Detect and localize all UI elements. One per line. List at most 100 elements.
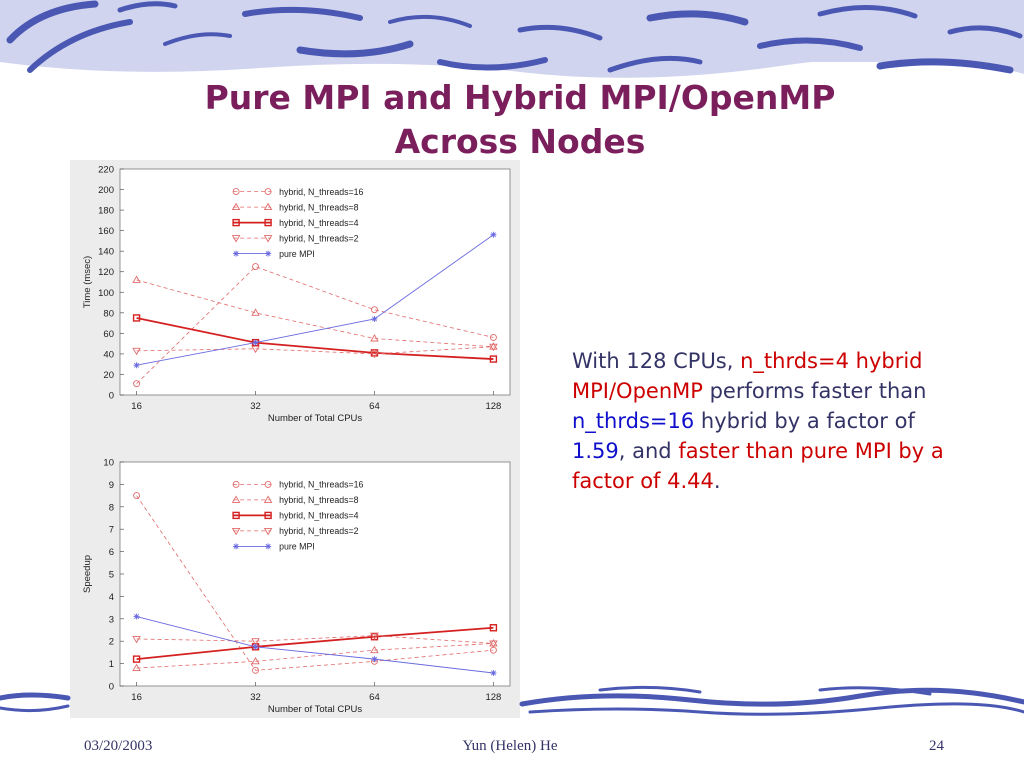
speedup-chart-series-5-point bbox=[133, 613, 140, 620]
speedup-chart-y-axis-label: Speedup bbox=[82, 555, 93, 593]
title-line-2: Across Nodes bbox=[394, 122, 646, 161]
speedup-chart-legend-marker bbox=[265, 543, 272, 550]
speedup-chart-plot-area bbox=[119, 461, 511, 687]
speedup-chart-legend-label: hybrid, N_threads=8 bbox=[279, 495, 359, 505]
summary-part-9: . bbox=[713, 469, 721, 493]
speedup-chart-series-4-line bbox=[136, 635, 494, 644]
speedup-chart-series-5-line bbox=[136, 616, 494, 674]
time-chart-legend-marker bbox=[231, 235, 241, 243]
speedup-chart-legend-marker bbox=[232, 480, 240, 488]
speedup-chart-series-4-point bbox=[132, 636, 141, 644]
time-chart-series-5-line bbox=[136, 234, 494, 366]
speedup-chart-y-tick-label: 0 bbox=[109, 682, 114, 693]
speedup-chart-x-tick-label: 64 bbox=[369, 692, 380, 703]
speedup-chart-legend-label: pure MPI bbox=[279, 542, 315, 552]
footer-date: 03/20/2003 bbox=[84, 738, 153, 754]
time-chart-series-1-point bbox=[371, 306, 378, 314]
speedup-chart-series-2-point bbox=[370, 645, 379, 654]
time-chart-legend-label: hybrid, N_threads=16 bbox=[279, 187, 363, 197]
speedup-chart-legend-marker bbox=[231, 495, 241, 503]
time-chart-y-tick-label: 120 bbox=[98, 267, 114, 278]
time-chart-legend-marker bbox=[233, 250, 240, 257]
time-chart-legend-marker bbox=[264, 188, 272, 196]
time-chart-series-2-line bbox=[136, 279, 494, 348]
time-chart-series-4-point bbox=[489, 343, 498, 352]
time-chart-legend-marker bbox=[232, 218, 240, 227]
time-chart-x-tick-label: 64 bbox=[369, 401, 380, 412]
time-chart-series-5-point bbox=[371, 315, 378, 322]
speedup-chart-y-tick-label: 3 bbox=[109, 614, 114, 625]
speedup-chart-series-2-point bbox=[132, 663, 141, 672]
time-chart-legend-marker bbox=[232, 188, 240, 196]
speedup-chart-x-tick-label: 16 bbox=[131, 692, 142, 703]
speedup-chart-series-1-point bbox=[252, 666, 259, 674]
speedup-chart-y-tick-label: 4 bbox=[109, 592, 114, 603]
time-chart-y-tick-label: 200 bbox=[98, 185, 114, 196]
time-chart-y-tick-label: 140 bbox=[98, 247, 114, 258]
speedup-chart-y-tick-label: 9 bbox=[109, 480, 114, 491]
time-chart-x-tick-label: 32 bbox=[250, 401, 261, 412]
time-chart-legend-marker bbox=[265, 250, 272, 257]
time-chart-legend-label: hybrid, N_threads=8 bbox=[279, 202, 359, 212]
speedup-chart-y-tick-label: 6 bbox=[109, 547, 114, 558]
speedup-chart-legend-label: hybrid, N_threads=16 bbox=[279, 480, 363, 490]
time-chart-y-tick-label: 180 bbox=[98, 206, 114, 217]
speedup-chart-series-2-point bbox=[251, 656, 260, 665]
time-chart-series-5-point bbox=[252, 339, 259, 346]
summary-part-7: , and bbox=[618, 439, 679, 463]
time-chart-legend-label: pure MPI bbox=[279, 249, 315, 259]
time-chart-y-tick-label: 160 bbox=[98, 226, 114, 237]
speedup-chart-series-1-point bbox=[133, 492, 141, 500]
summary-part-4: n_thrds=16 bbox=[572, 409, 695, 433]
time-chart-series-1-point bbox=[133, 380, 141, 388]
summary-text: With 128 CPUs, n_thrds=4 hybrid MPI/Open… bbox=[572, 346, 972, 496]
speedup-chart-series-4-point bbox=[370, 632, 379, 640]
slide-title: Pure MPI and Hybrid MPI/OpenMP Across No… bbox=[100, 76, 940, 164]
time-chart-y-tick-label: 20 bbox=[103, 370, 114, 381]
time-chart-series-4-point bbox=[251, 345, 260, 354]
speedup-chart-y-tick-label: 8 bbox=[109, 502, 114, 513]
speedup-chart-series-5-point bbox=[490, 670, 497, 677]
time-chart-x-tick-label: 128 bbox=[485, 401, 501, 412]
time-chart-series-4-point bbox=[132, 347, 141, 356]
speedup-chart-series-2-line bbox=[136, 643, 494, 669]
time-chart-legend-label: hybrid, N_threads=4 bbox=[279, 218, 359, 228]
footer-page-number: 24 bbox=[929, 738, 944, 754]
time-chart-y-tick-label: 80 bbox=[103, 308, 114, 319]
summary-part-3: performs faster than bbox=[702, 379, 927, 403]
speedup-chart-series-3-point bbox=[132, 655, 141, 663]
speedup-chart-series-5-point bbox=[252, 643, 259, 650]
speedup-chart-legend-marker bbox=[263, 527, 273, 536]
speedup-chart-legend-marker bbox=[264, 511, 272, 520]
speedup-chart-series-4-point bbox=[489, 640, 498, 648]
time-chart-series-5-point bbox=[133, 362, 140, 369]
summary-part-2: n_thrds=4 hybrid MPI/OpenMP bbox=[572, 349, 923, 403]
speedup-chart-series-5-point bbox=[371, 656, 378, 663]
time-chart-series-5-point bbox=[490, 231, 497, 238]
time-chart-y-tick-label: 100 bbox=[98, 288, 114, 299]
time-chart-series-2-point bbox=[370, 334, 379, 342]
time-chart-series-1-point bbox=[252, 263, 259, 271]
speedup-chart-legend-label: hybrid, N_threads=2 bbox=[279, 526, 359, 536]
speedup-chart-legend-marker bbox=[232, 511, 240, 520]
time-chart-series-3-line bbox=[136, 317, 494, 360]
wave-decoration-top bbox=[0, 0, 1024, 78]
speedup-chart-legend-marker bbox=[231, 527, 241, 536]
speedup-chart-y-tick-label: 7 bbox=[109, 525, 114, 536]
speedup-chart-x-tick-label: 32 bbox=[250, 692, 261, 703]
time-chart-series-4-point bbox=[370, 350, 379, 359]
speedup-chart-y-tick-label: 10 bbox=[103, 458, 114, 469]
speedup-chart-x-axis-label: Number of Total CPUs bbox=[268, 704, 363, 715]
time-chart-series-2-point bbox=[251, 308, 260, 316]
time-chart-series-2-point bbox=[132, 275, 141, 283]
time-chart-series-3-point bbox=[132, 314, 141, 322]
speedup-chart-legend-label: hybrid, N_threads=4 bbox=[279, 511, 359, 521]
time-chart-y-tick-label: 220 bbox=[98, 165, 114, 176]
time-chart-y-tick-label: 40 bbox=[103, 349, 114, 360]
time-chart-legend-marker bbox=[263, 235, 273, 243]
speedup-chart-y-tick-label: 5 bbox=[109, 570, 114, 581]
speedup-chart-series-3-point bbox=[489, 624, 498, 632]
title-line-1: Pure MPI and Hybrid MPI/OpenMP bbox=[204, 78, 836, 117]
speedup-chart-series-3-line bbox=[136, 626, 494, 661]
